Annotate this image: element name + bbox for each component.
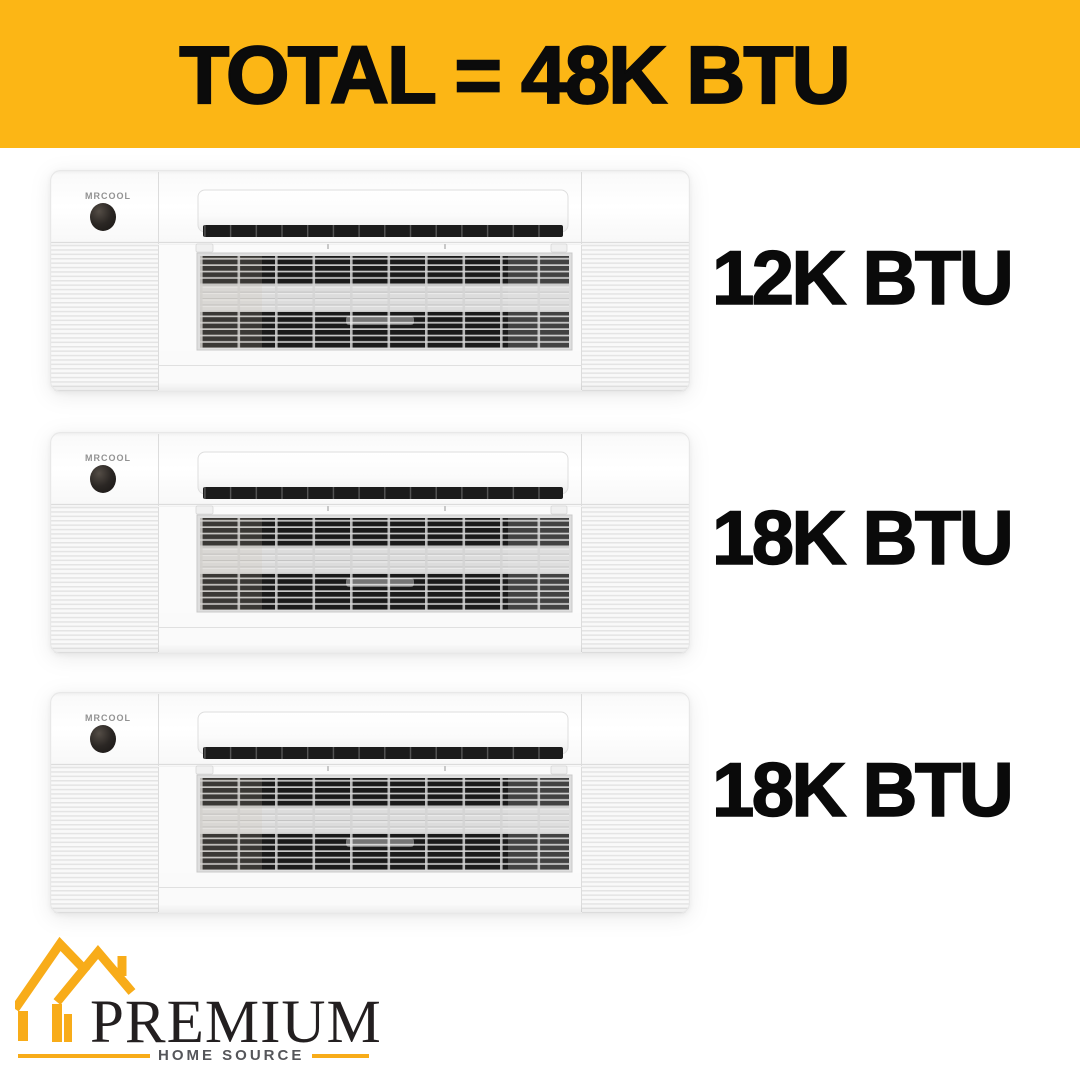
cassette-unit-image-3 (50, 692, 690, 914)
logo-tagline-text: HOME SOURCE (158, 1047, 305, 1064)
btu-label-2: 18K BTU (711, 496, 1014, 581)
tagline-rule-right (312, 1054, 370, 1058)
logo-tagline-row: HOME SOURCE (15, 1047, 370, 1065)
logo-brand-text: PREMIUM (90, 989, 382, 1056)
btu-label-1: 12K BTU (711, 236, 1014, 321)
house-icon (15, 936, 136, 1042)
cassette-unit-image-2 (50, 432, 690, 654)
btu-label-3: 18K BTU (711, 748, 1014, 833)
total-btu-banner: TOTAL = 48K BTU (0, 0, 1080, 148)
banner-title: TOTAL = 48K BTU (178, 29, 851, 122)
tagline-rule-left (18, 1054, 150, 1058)
cassette-unit-image-1 (50, 170, 690, 392)
